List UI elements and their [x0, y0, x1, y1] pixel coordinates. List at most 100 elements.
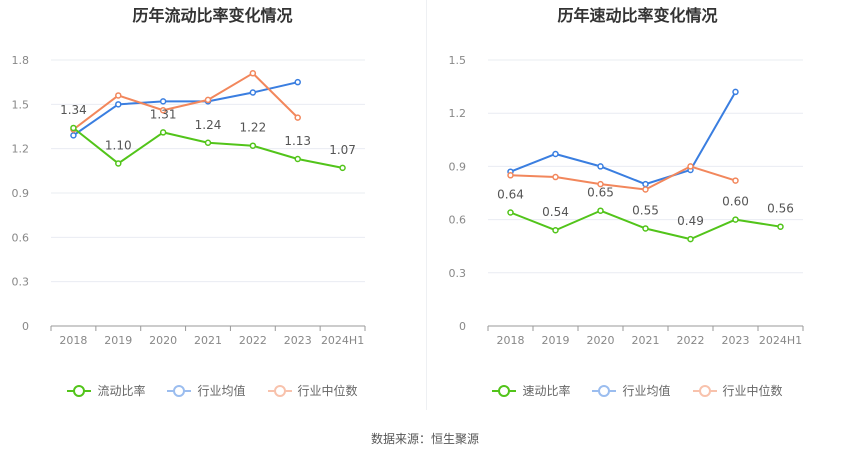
series-line — [72, 81, 298, 137]
data-point — [687, 163, 694, 170]
legend-label: 行业均值 — [622, 384, 671, 398]
data-point — [732, 88, 739, 96]
series-line — [510, 91, 737, 186]
y-tick-label: 1.5 — [449, 54, 467, 67]
x-tick-label: 2024H1 — [321, 334, 364, 347]
y-tick-label: 1.2 — [449, 107, 467, 120]
y-tick-label: 0.3 — [12, 276, 30, 289]
data-point — [249, 89, 257, 96]
legend: 流动比率 行业均值 行业中位数 — [0, 382, 425, 399]
legend-label: 流动比率 — [97, 384, 146, 398]
data-point — [777, 223, 784, 230]
legend-item-industry-median[interactable]: 行业中位数 — [692, 382, 783, 399]
legend-item-current-ratio[interactable]: 流动比率 — [67, 382, 145, 399]
data-point — [159, 98, 167, 105]
data-point — [552, 150, 559, 158]
data-point — [159, 106, 167, 114]
data-point — [204, 139, 212, 147]
series-line — [72, 72, 299, 131]
data-point — [70, 124, 77, 132]
x-tick-label: 2024H1 — [759, 334, 802, 347]
x-tick-label: 2019 — [542, 334, 570, 347]
legend-label: 行业均值 — [197, 384, 246, 398]
data-point — [552, 226, 559, 234]
data-label: 1.31 — [150, 107, 177, 121]
chart-title: 历年流动比率变化情况 — [132, 6, 293, 25]
data-label: 0.60 — [722, 195, 749, 209]
panel-divider — [426, 0, 427, 410]
data-point — [732, 216, 739, 223]
x-tick-label: 2021 — [194, 334, 222, 347]
data-label: 1.10 — [105, 138, 132, 152]
data-point — [507, 172, 514, 179]
y-tick-label: 1.5 — [12, 98, 30, 111]
data-label: 0.49 — [677, 214, 704, 228]
data-point — [159, 129, 167, 136]
data-label: 1.24 — [195, 118, 222, 132]
y-tick-label: 0.9 — [12, 187, 30, 200]
x-tick-label: 2018 — [59, 334, 87, 347]
data-point — [294, 155, 301, 163]
y-tick-label: 0.6 — [12, 231, 30, 244]
legend-item-industry-avg[interactable]: 行业均值 — [167, 382, 246, 399]
data-label: 0.64 — [497, 188, 524, 202]
y-tick-label: 0.3 — [449, 267, 467, 280]
legend-label: 行业中位数 — [722, 384, 783, 398]
data-label: 1.22 — [239, 121, 266, 135]
legend-label: 速动比率 — [522, 384, 571, 398]
legend-item-industry-median[interactable]: 行业中位数 — [267, 382, 358, 399]
data-point — [642, 186, 649, 193]
data-point — [507, 209, 514, 216]
data-point — [552, 173, 559, 181]
y-tick-label: 1.8 — [12, 54, 30, 67]
quick-ratio-chart: 历年速动比率变化情况 0 0.3 0.6 0.9 1.2 1.5 2018 2019 2020 2… — [425, 0, 850, 420]
data-point — [642, 225, 649, 232]
data-label: 1.34 — [60, 103, 87, 117]
data-point — [642, 180, 649, 188]
legend-item-quick-ratio[interactable]: 速动比率 — [492, 382, 570, 399]
y-tick-label: 0.6 — [449, 214, 467, 227]
data-label: 0.54 — [542, 205, 569, 219]
data-label: 1.07 — [329, 143, 356, 157]
x-tick-label: 2020 — [587, 334, 615, 347]
legend-line-icon — [267, 384, 292, 397]
x-tick-label: 2019 — [104, 334, 132, 347]
data-point — [204, 96, 212, 104]
x-tick-label: 2020 — [149, 334, 177, 347]
chart-title: 历年速动比率变化情况 — [557, 6, 718, 25]
data-label: 0.55 — [632, 203, 659, 217]
data-point — [339, 164, 346, 172]
data-point — [249, 142, 257, 149]
data-point — [249, 70, 257, 77]
quick-ratio-plot: 0 0.3 0.6 0.9 1.2 1.5 2018 2019 2020 2021 2022 2023… — [449, 54, 804, 347]
current-ratio-plot: 0 0.3 0.6 0.9 1.2 1.5 1.8 2018 2019 2020 2021 2022 2… — [12, 54, 366, 347]
legend-line-icon — [492, 384, 517, 397]
data-source-footer: 数据来源：恒生聚源 — [370, 432, 479, 446]
legend: 速动比率 行业均值 行业中位数 — [425, 382, 850, 399]
data-point — [115, 92, 122, 99]
data-point — [732, 177, 739, 184]
y-tick-label: 0 — [459, 320, 466, 333]
x-tick-label: 2021 — [632, 334, 660, 347]
current-ratio-chart: 历年流动比率变化情况 0 0.3 0.6 0.9 1.2 1.5 1.8 2018 2019 20… — [0, 0, 425, 420]
y-tick-label: 0.9 — [449, 160, 467, 173]
data-point — [597, 180, 604, 188]
x-tick-label: 2022 — [239, 334, 267, 347]
legend-line-icon — [167, 384, 192, 397]
x-tick-label: 2022 — [677, 334, 705, 347]
data-label: 0.65 — [587, 186, 614, 200]
data-point — [294, 114, 301, 121]
data-point — [70, 132, 77, 139]
data-point — [597, 207, 604, 214]
y-tick-label: 1.2 — [12, 143, 30, 156]
data-point — [115, 101, 122, 108]
x-tick-label: 2023 — [284, 334, 312, 347]
x-tick-label: 2023 — [722, 334, 750, 347]
legend-item-industry-avg[interactable]: 行业均值 — [592, 382, 671, 399]
legend-line-icon — [692, 384, 717, 397]
data-label: 0.56 — [767, 202, 794, 216]
y-tick-label: 0 — [22, 320, 29, 333]
data-point — [687, 235, 694, 243]
data-point — [294, 78, 301, 86]
data-point — [597, 163, 604, 170]
